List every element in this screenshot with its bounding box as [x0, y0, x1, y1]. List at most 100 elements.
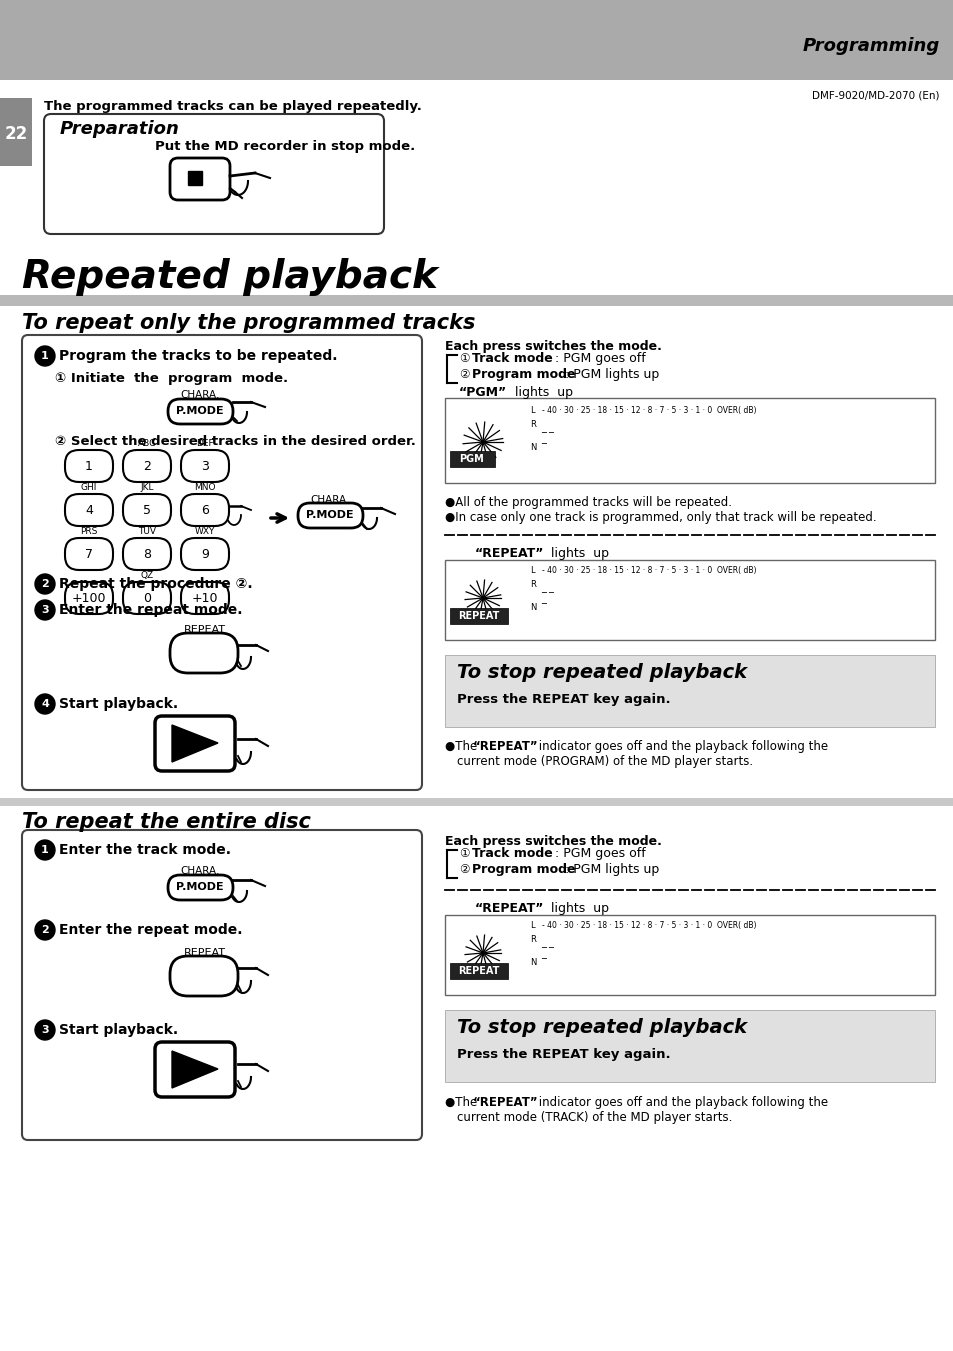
Text: 6: 6 — [201, 504, 209, 516]
FancyBboxPatch shape — [297, 503, 363, 528]
FancyBboxPatch shape — [181, 450, 229, 482]
Text: Program the tracks to be repeated.: Program the tracks to be repeated. — [59, 349, 337, 363]
Text: - 40 · 30 · 25 · 18 · 15 · 12 · 8 · 7 · 5 · 3 · 1 · 0  OVER( dB): - 40 · 30 · 25 · 18 · 15 · 12 · 8 · 7 · … — [541, 407, 756, 415]
Text: Preparation: Preparation — [60, 120, 180, 138]
Text: GHI: GHI — [81, 484, 97, 492]
Text: DMF-9020/MD-2070 (En): DMF-9020/MD-2070 (En) — [812, 91, 939, 100]
Text: Put the MD recorder in stop mode.: Put the MD recorder in stop mode. — [154, 141, 415, 153]
Text: 0: 0 — [143, 592, 151, 604]
Text: N: N — [530, 443, 536, 453]
Circle shape — [35, 346, 55, 366]
Text: 5: 5 — [143, 504, 151, 516]
Text: +100: +100 — [71, 592, 106, 604]
Text: JKL: JKL — [140, 484, 153, 492]
Text: P.MODE: P.MODE — [176, 407, 224, 416]
Text: N: N — [530, 603, 536, 612]
Text: The programmed tracks can be played repeatedly.: The programmed tracks can be played repe… — [44, 100, 421, 113]
Text: ●The: ●The — [444, 1096, 480, 1109]
Text: 2: 2 — [41, 580, 49, 589]
Text: TUV: TUV — [138, 527, 156, 536]
Text: Track mode: Track mode — [472, 847, 552, 861]
Text: ●In case only one track is programmed, only that track will be repeated.: ●In case only one track is programmed, o… — [444, 511, 876, 524]
Text: N: N — [530, 958, 536, 967]
Text: 2: 2 — [41, 925, 49, 935]
Text: _: _ — [540, 434, 545, 444]
Text: current mode (PROGRAM) of the MD player starts.: current mode (PROGRAM) of the MD player … — [456, 755, 752, 767]
Text: Repeat the procedure ②.: Repeat the procedure ②. — [59, 577, 253, 590]
Text: “REPEAT”: “REPEAT” — [475, 547, 544, 561]
Circle shape — [35, 574, 55, 594]
Text: To repeat only the programmed tracks: To repeat only the programmed tracks — [22, 313, 475, 332]
Text: ●All of the programmed tracks will be repeated.: ●All of the programmed tracks will be re… — [444, 496, 731, 509]
Bar — [444, 915, 934, 994]
Text: REPEAT: REPEAT — [184, 948, 226, 958]
Text: REPEAT: REPEAT — [457, 966, 499, 975]
Text: _ _: _ _ — [540, 582, 554, 592]
Text: ①: ① — [458, 353, 469, 365]
FancyBboxPatch shape — [123, 538, 171, 570]
Text: 1: 1 — [41, 351, 49, 361]
Text: MNO: MNO — [194, 484, 215, 492]
Text: DEF: DEF — [196, 439, 213, 449]
FancyBboxPatch shape — [181, 494, 229, 526]
Text: REPEAT: REPEAT — [184, 626, 226, 635]
Text: 22: 22 — [5, 126, 28, 143]
Text: Repeated playback: Repeated playback — [22, 258, 437, 296]
Text: ② Select the desired tracks in the desired order.: ② Select the desired tracks in the desir… — [55, 435, 416, 449]
Bar — [0, 99, 32, 166]
Text: P.MODE: P.MODE — [176, 882, 224, 892]
Text: To stop repeated playback: To stop repeated playback — [456, 1019, 746, 1038]
Text: PRS: PRS — [80, 527, 97, 536]
Text: : PGM goes off: : PGM goes off — [555, 353, 645, 365]
Text: CHARA.: CHARA. — [180, 866, 219, 875]
Text: Each press switches the mode.: Each press switches the mode. — [444, 835, 661, 848]
Text: Program mode: Program mode — [472, 367, 575, 381]
Text: “PGM”: “PGM” — [458, 386, 507, 399]
Bar — [0, 798, 953, 807]
FancyBboxPatch shape — [154, 716, 234, 771]
Bar — [0, 295, 953, 305]
Text: Track mode: Track mode — [472, 353, 552, 365]
FancyBboxPatch shape — [168, 399, 233, 424]
FancyBboxPatch shape — [22, 335, 421, 790]
Polygon shape — [172, 725, 218, 762]
FancyBboxPatch shape — [168, 875, 233, 900]
FancyBboxPatch shape — [181, 538, 229, 570]
Text: 3: 3 — [201, 459, 209, 473]
Text: : PGM lights up: : PGM lights up — [564, 367, 659, 381]
FancyBboxPatch shape — [123, 450, 171, 482]
Text: L: L — [530, 921, 534, 929]
Text: : PGM lights up: : PGM lights up — [564, 863, 659, 875]
Text: 2: 2 — [143, 459, 151, 473]
FancyBboxPatch shape — [170, 158, 230, 200]
Text: lights  up: lights up — [546, 902, 608, 915]
FancyBboxPatch shape — [65, 450, 112, 482]
Text: Start playback.: Start playback. — [59, 697, 178, 711]
Text: - 40 · 30 · 25 · 18 · 15 · 12 · 8 · 7 · 5 · 3 · 1 · 0  OVER( dB): - 40 · 30 · 25 · 18 · 15 · 12 · 8 · 7 · … — [541, 921, 756, 929]
Text: R: R — [530, 420, 536, 430]
Text: _ _: _ _ — [540, 422, 554, 432]
FancyBboxPatch shape — [123, 494, 171, 526]
Text: 4: 4 — [85, 504, 92, 516]
Text: 9: 9 — [201, 547, 209, 561]
Text: 1: 1 — [41, 844, 49, 855]
FancyBboxPatch shape — [44, 113, 384, 234]
Text: To stop repeated playback: To stop repeated playback — [456, 663, 746, 682]
Text: 1: 1 — [85, 459, 92, 473]
Text: lights  up: lights up — [511, 386, 573, 399]
Text: Press the REPEAT key again.: Press the REPEAT key again. — [456, 693, 670, 707]
Text: CHARA.: CHARA. — [310, 494, 350, 505]
Polygon shape — [172, 1051, 218, 1088]
Text: _: _ — [540, 948, 545, 959]
Text: indicator goes off and the playback following the: indicator goes off and the playback foll… — [535, 740, 827, 753]
Text: +10: +10 — [192, 592, 218, 604]
Circle shape — [35, 920, 55, 940]
FancyBboxPatch shape — [65, 582, 112, 613]
Text: Enter the track mode.: Enter the track mode. — [59, 843, 231, 857]
Bar — [444, 655, 934, 727]
FancyBboxPatch shape — [65, 494, 112, 526]
Bar — [450, 451, 495, 467]
Text: ②: ② — [458, 863, 469, 875]
Text: R: R — [530, 580, 536, 589]
Text: ●The: ●The — [444, 740, 480, 753]
